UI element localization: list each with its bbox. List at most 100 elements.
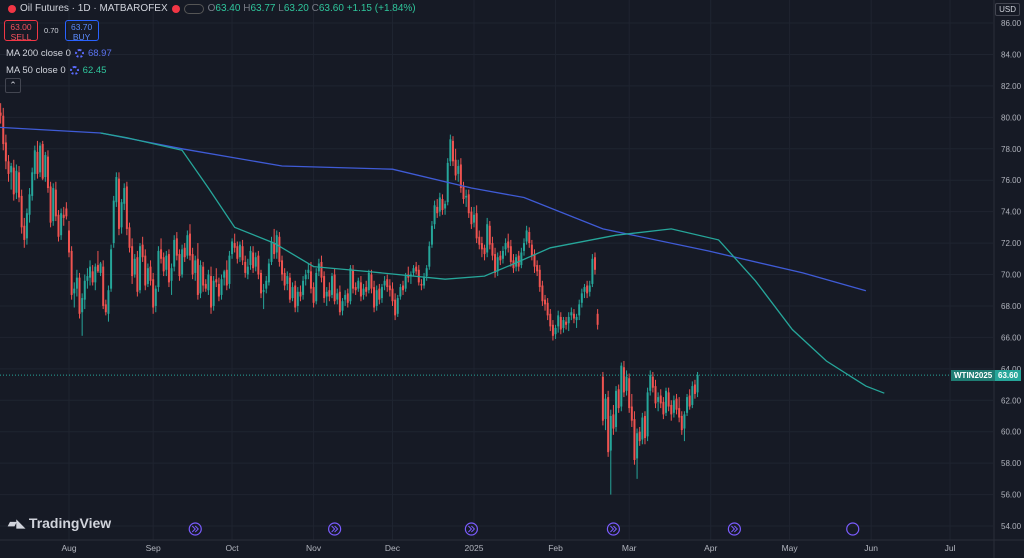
candle-body [404,276,407,289]
visibility-toggle-icon[interactable] [183,3,204,14]
candle-body [430,225,433,245]
candle-body [636,433,639,459]
candle-body [499,255,502,261]
candle-body [486,224,489,253]
candle-body [386,279,389,288]
candle-body [152,279,155,308]
candle-body [570,312,573,316]
event-marker-icon [464,522,478,536]
candle-body [373,287,376,308]
candle-body [128,227,131,248]
candle-body [28,194,31,215]
candle-body [0,112,2,116]
alert-dot-icon [171,4,180,13]
settings-icon[interactable] [74,49,84,58]
candle-body [288,277,291,300]
candle-body [693,384,696,394]
candle-body [12,167,15,195]
candle-body [62,214,65,218]
candle-body [646,392,649,437]
candle-body [583,287,586,292]
candle-body [236,246,239,259]
currency-label[interactable]: USD [995,3,1020,16]
candle-body [25,213,28,239]
candle-body [165,255,168,270]
candle-body [186,235,189,256]
candle-body [78,277,81,314]
candle-body [536,265,539,272]
candle-body [670,404,673,415]
last-price-tag: 63.60 [995,370,1022,381]
collapse-legend-icon[interactable]: ⌃ [5,78,21,93]
candle-body [425,268,428,277]
candle-body [246,266,249,275]
candle-body [291,287,294,299]
indicator-ma50[interactable]: MA 50 close 0 62.45 [6,65,106,76]
symbol-title[interactable]: Oil Futures · 1D · MATBAROFEX [20,3,168,14]
candle-body [4,142,7,162]
event-marker-icon [328,522,342,536]
indicator-ma200[interactable]: MA 200 close 0 68.97 [6,48,112,59]
candle-body [15,170,18,193]
candle-body [20,195,23,228]
candle-body [378,288,381,300]
candle-body [83,280,86,300]
candle-body [286,276,289,284]
x-tick-label: Jun [864,543,878,553]
y-tick-label: 64.00 [1001,365,1022,374]
candle-body [433,205,436,225]
candle-body [115,177,118,203]
trade-panel: 63.00 SELL 0.70 63.70 BUY [4,20,99,42]
y-tick-label: 60.00 [1001,428,1022,437]
event-marker-icon [846,522,860,536]
settings-icon[interactable] [69,66,79,75]
candle-body [86,276,89,281]
candle-body [157,250,160,288]
candle-body [139,246,142,291]
candle-body [601,376,604,421]
candle-body [252,252,255,269]
candle-body [496,257,499,272]
buy-button[interactable]: 63.70 BUY [64,20,99,42]
candle-body [233,243,236,248]
candle-body [557,315,560,327]
candle-body [7,161,10,174]
candle-body [546,302,549,316]
candle-body [451,140,454,162]
candle-body [657,397,660,402]
change-value: +1.15 (+1.84%) [346,3,416,14]
y-tick-label: 66.00 [1001,333,1022,342]
event-marker-icon [331,525,339,533]
candle-body [530,244,533,256]
sell-button[interactable]: 63.00 SELL [4,20,38,42]
candle-body [315,272,318,302]
candle-body [675,398,678,410]
symbol-price-tag: WTIN2025 [951,370,996,381]
candle-body [641,417,644,440]
ma50-label: MA 50 close 0 [6,65,66,76]
candle-body [65,208,68,217]
candle-body [146,268,149,284]
candle-body [267,263,270,283]
candle-body [504,243,507,250]
sell-label: SELL [10,32,32,42]
candle-body [46,156,49,189]
candle-body [102,266,105,306]
sell-price: 63.00 [10,22,32,32]
candle-body [341,301,344,311]
candle-body [54,189,57,217]
y-tick-label: 62.00 [1001,396,1022,405]
candle-body [380,287,383,299]
candle-body [544,299,547,305]
event-marker-icon [727,522,741,536]
candle-body [241,246,244,261]
candle-body [402,285,405,291]
candle-body [207,274,210,291]
candle-body [73,288,76,294]
candle-body [515,257,518,267]
x-tick-label: May [782,543,799,553]
candle-body [175,238,178,256]
candle-body [415,266,418,272]
x-tick-label: Apr [704,543,717,553]
